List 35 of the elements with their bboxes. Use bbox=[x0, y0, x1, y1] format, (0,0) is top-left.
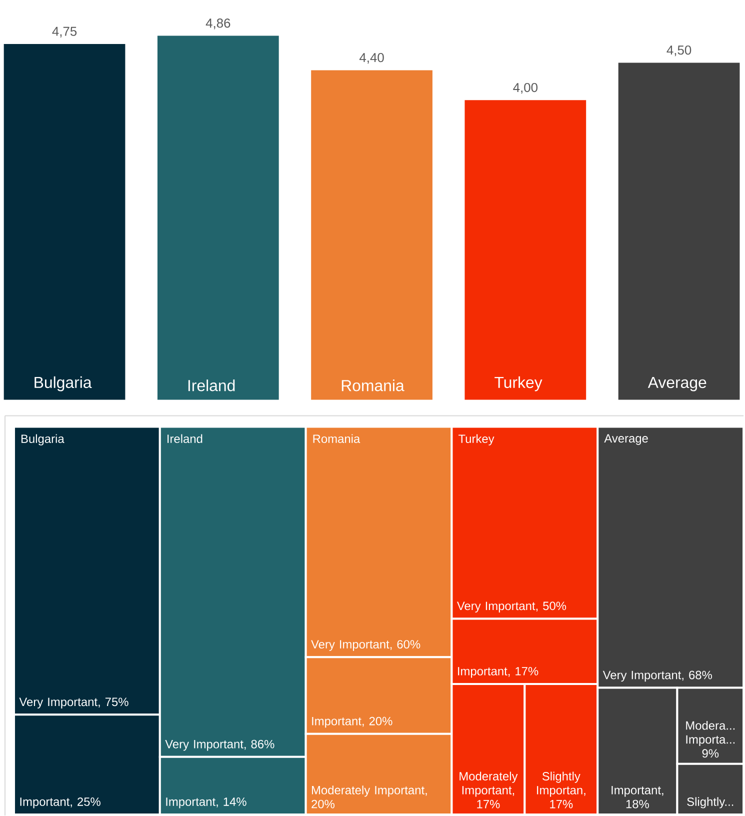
category-label: Ireland bbox=[168, 434, 202, 444]
data-label: Very Important, 50% bbox=[457, 602, 566, 613]
category-label: Romania bbox=[314, 434, 360, 444]
data-label: Very Important, 86% bbox=[165, 740, 274, 751]
x-tick-label: Average bbox=[648, 376, 706, 392]
data-label: Important, 20% bbox=[312, 716, 392, 728]
data-label: 4,00 bbox=[513, 82, 538, 94]
bar bbox=[311, 70, 433, 400]
data-label: Very Important, 68% bbox=[603, 670, 712, 682]
category-label: Average bbox=[604, 434, 648, 445]
category-label: Bulgaria bbox=[22, 434, 65, 446]
data-label: Moderately Important, 20% bbox=[312, 786, 428, 808]
data-label: 4,86 bbox=[206, 18, 230, 30]
data-label: Important, 17% bbox=[458, 667, 538, 678]
data-label: Important, 14% bbox=[166, 798, 247, 808]
bar bbox=[4, 44, 126, 400]
data-label: 4,40 bbox=[360, 52, 384, 64]
data-label: Very Important, 60% bbox=[311, 640, 420, 651]
bar bbox=[618, 62, 740, 400]
x-tick-label: Romania bbox=[342, 380, 405, 392]
bar bbox=[464, 100, 586, 400]
x-tick-label: Bulgaria bbox=[34, 376, 92, 392]
x-tick-label: Ireland bbox=[188, 380, 235, 392]
data-label: Very Important, 75% bbox=[19, 698, 129, 708]
x-tick-label: Turkey bbox=[494, 376, 543, 392]
data-label: 4,75 bbox=[52, 26, 77, 38]
data-label: Important, 18% bbox=[612, 786, 664, 808]
data-label: Modera... Importa... 9% bbox=[686, 720, 735, 758]
data-label: Important, 25% bbox=[20, 797, 101, 808]
data-label: Slightly... bbox=[687, 797, 734, 808]
data-label: Slightly Importan, 17% bbox=[537, 772, 586, 808]
bar bbox=[158, 36, 280, 400]
data-label: Moderately Important, 17% bbox=[460, 772, 518, 808]
category-label: Turkey bbox=[458, 434, 495, 446]
data-label: 4,50 bbox=[666, 45, 692, 56]
